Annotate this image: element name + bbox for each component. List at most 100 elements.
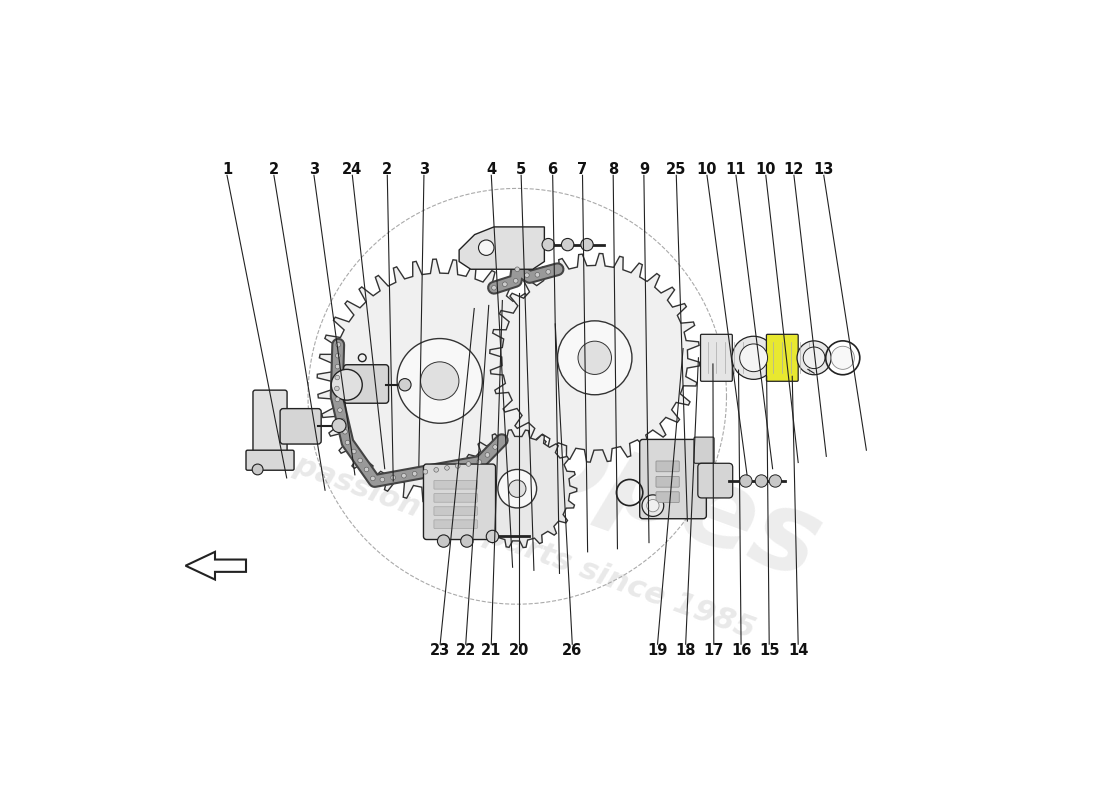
- Circle shape: [485, 453, 490, 458]
- Polygon shape: [317, 259, 562, 502]
- Circle shape: [503, 282, 507, 286]
- Circle shape: [803, 347, 825, 369]
- FancyBboxPatch shape: [656, 476, 679, 487]
- Circle shape: [647, 499, 659, 512]
- Text: 15: 15: [759, 643, 780, 658]
- Text: 12: 12: [783, 162, 804, 177]
- Text: 2: 2: [268, 162, 279, 177]
- FancyBboxPatch shape: [433, 481, 477, 489]
- Circle shape: [352, 449, 356, 454]
- FancyBboxPatch shape: [694, 437, 714, 463]
- Text: 25: 25: [667, 162, 686, 177]
- Circle shape: [461, 535, 473, 547]
- FancyBboxPatch shape: [767, 334, 799, 382]
- Text: 18: 18: [675, 643, 696, 658]
- Circle shape: [542, 238, 554, 250]
- Circle shape: [340, 418, 344, 423]
- Circle shape: [642, 495, 663, 517]
- FancyBboxPatch shape: [280, 409, 321, 444]
- Text: 24: 24: [342, 162, 363, 177]
- Text: 26: 26: [562, 643, 582, 658]
- Circle shape: [358, 458, 363, 462]
- Circle shape: [739, 475, 752, 487]
- Circle shape: [379, 478, 385, 482]
- Text: 8: 8: [608, 162, 618, 177]
- Circle shape: [525, 273, 529, 278]
- Circle shape: [739, 344, 768, 372]
- Circle shape: [345, 440, 350, 445]
- Text: 1: 1: [222, 162, 232, 177]
- Text: 11: 11: [726, 162, 746, 177]
- FancyBboxPatch shape: [253, 390, 287, 460]
- Polygon shape: [490, 254, 700, 462]
- Circle shape: [466, 462, 471, 466]
- Polygon shape: [186, 552, 246, 579]
- Circle shape: [336, 354, 340, 358]
- Circle shape: [343, 430, 348, 434]
- Polygon shape: [458, 430, 576, 547]
- Text: 4: 4: [486, 162, 496, 177]
- FancyBboxPatch shape: [433, 494, 477, 502]
- Circle shape: [478, 240, 494, 255]
- Circle shape: [561, 238, 574, 250]
- Circle shape: [332, 418, 346, 433]
- Circle shape: [444, 466, 449, 470]
- Circle shape: [798, 341, 832, 374]
- Circle shape: [455, 464, 460, 468]
- Circle shape: [398, 378, 411, 391]
- Text: 9: 9: [639, 162, 649, 177]
- Text: 5: 5: [516, 162, 526, 177]
- Circle shape: [420, 362, 459, 400]
- FancyBboxPatch shape: [433, 520, 477, 528]
- FancyBboxPatch shape: [343, 365, 388, 403]
- Text: 22: 22: [455, 643, 476, 658]
- Circle shape: [486, 530, 498, 542]
- Circle shape: [515, 267, 519, 271]
- Text: 2: 2: [382, 162, 393, 177]
- Circle shape: [477, 460, 482, 464]
- Circle shape: [578, 341, 612, 374]
- Circle shape: [424, 470, 428, 474]
- Text: 13: 13: [814, 162, 834, 177]
- Circle shape: [397, 338, 483, 423]
- Circle shape: [336, 342, 341, 347]
- Circle shape: [558, 321, 631, 394]
- Circle shape: [535, 273, 540, 277]
- FancyBboxPatch shape: [246, 450, 294, 470]
- Circle shape: [546, 270, 551, 274]
- FancyBboxPatch shape: [656, 492, 679, 502]
- Circle shape: [756, 475, 768, 487]
- Circle shape: [438, 535, 450, 547]
- Circle shape: [492, 286, 496, 290]
- Text: 20: 20: [508, 643, 529, 658]
- Circle shape: [508, 480, 526, 498]
- Text: 3: 3: [309, 162, 319, 177]
- Text: a passion for parts since 1985: a passion for parts since 1985: [261, 440, 759, 645]
- FancyBboxPatch shape: [701, 334, 733, 382]
- Circle shape: [390, 475, 395, 480]
- Circle shape: [732, 336, 775, 379]
- FancyBboxPatch shape: [424, 464, 495, 539]
- Text: 21: 21: [481, 643, 502, 658]
- Circle shape: [498, 470, 537, 508]
- FancyBboxPatch shape: [433, 506, 477, 515]
- Circle shape: [493, 445, 497, 450]
- Circle shape: [402, 474, 406, 478]
- Text: 17: 17: [704, 643, 724, 658]
- Circle shape: [371, 476, 375, 481]
- Circle shape: [581, 238, 593, 250]
- Circle shape: [336, 397, 340, 402]
- Circle shape: [433, 467, 439, 472]
- Circle shape: [769, 475, 781, 487]
- Text: 19: 19: [647, 643, 668, 658]
- FancyBboxPatch shape: [697, 463, 733, 498]
- Circle shape: [514, 278, 518, 283]
- Circle shape: [252, 464, 263, 475]
- Polygon shape: [459, 227, 544, 270]
- Text: 16: 16: [730, 643, 751, 658]
- Text: 23: 23: [430, 643, 450, 658]
- FancyBboxPatch shape: [656, 461, 679, 472]
- FancyBboxPatch shape: [640, 439, 706, 518]
- Circle shape: [832, 346, 855, 370]
- Text: 3: 3: [419, 162, 429, 177]
